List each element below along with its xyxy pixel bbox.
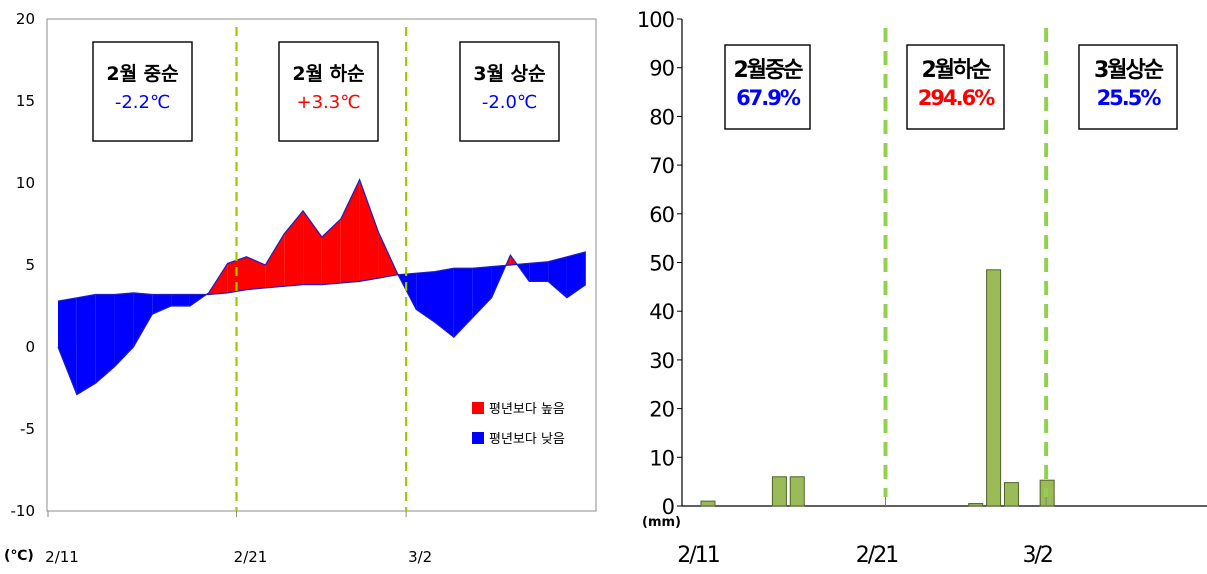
below-normal-area <box>133 292 153 347</box>
precip-y-tick: 0 <box>662 495 674 519</box>
period-box-title: 2월중순 <box>733 58 803 83</box>
precip-bars <box>700 269 1055 507</box>
precip-x-ticks: 2/11 2/21 3/2 <box>677 543 1054 568</box>
temperature-y-tick: -10 <box>11 502 36 520</box>
period-box-title: 2월하순 <box>921 58 991 83</box>
temperature-period-boxes: 2월 중순 -2.2℃ 2월 하순 +3.3℃ 3월 상순 -2.0℃ <box>92 41 560 142</box>
legend-swatch-below <box>472 432 484 444</box>
above-normal-area <box>321 219 341 285</box>
period-box-title: 3월 상순 <box>473 63 545 85</box>
precip-bar <box>771 476 787 507</box>
temperature-y-tick: 15 <box>16 92 35 110</box>
temperature-y-tick: 5 <box>25 256 35 274</box>
period-box-value: 294.6% <box>918 86 995 110</box>
precip-y-tick: 20 <box>649 398 674 422</box>
period-box-frame <box>724 44 811 130</box>
above-normal-area <box>340 179 360 284</box>
precip-y-tick: 80 <box>649 105 674 129</box>
below-normal-area <box>453 268 473 338</box>
temperature-fill-layer <box>58 179 586 395</box>
below-normal-area <box>566 251 586 298</box>
above-normal-area <box>303 210 322 285</box>
below-normal-area <box>529 261 549 282</box>
period-box-value: +3.3℃ <box>297 92 361 113</box>
above-normal-area <box>284 210 304 287</box>
precip-period-box: 3월상순 25.5% <box>1078 44 1178 130</box>
precip-bar <box>700 500 716 507</box>
precip-y-tick: 100 <box>637 8 674 32</box>
above-normal-area <box>265 233 285 288</box>
temperature-period-box: 2월 하순 +3.3℃ <box>278 41 379 142</box>
temperature-period-box: 2월 중순 -2.2℃ <box>92 41 193 142</box>
precip-period-boxes: 2월중순 67.9% 2월하순 294.6% 3월상순 25.5% <box>724 44 1178 130</box>
below-normal-area <box>58 297 77 395</box>
period-box-frame <box>459 41 560 142</box>
temperature-unit-label: (℃) <box>4 548 34 564</box>
legend-swatch-above <box>472 402 484 414</box>
period-box-frame <box>906 44 1005 130</box>
precip-x-tick: 3/2 <box>1022 543 1051 568</box>
precip-y-tick: 40 <box>649 300 674 324</box>
temperature-y-ticks: 20 15 10 5 0 -5 -10 <box>11 10 36 520</box>
period-box-value: -2.2℃ <box>115 92 170 113</box>
precip-dividers <box>883 28 1049 506</box>
temperature-x-tick: 2/21 <box>234 548 268 566</box>
below-normal-area <box>76 294 96 395</box>
precip-y-tick: 90 <box>649 57 674 81</box>
precip-period-box: 2월하순 294.6% <box>906 44 1005 130</box>
period-box-title: 3월상순 <box>1094 58 1164 83</box>
legend-label-below: 평년보다 낮음 <box>489 432 565 447</box>
period-box-title: 2월 중순 <box>106 63 178 85</box>
precip-bar <box>1003 482 1019 507</box>
below-normal-area <box>95 294 115 384</box>
period-box-value: 25.5% <box>1097 86 1162 110</box>
actual-temperature-line <box>57 178 587 396</box>
precip-y-tick: 10 <box>649 446 674 470</box>
temperature-y-tick: 0 <box>25 338 35 356</box>
precip-y-tick: 60 <box>649 203 674 227</box>
below-normal-area <box>114 292 134 367</box>
temperature-dividers <box>235 27 408 511</box>
temperature-line-layer <box>57 178 587 396</box>
precip-y-tick: 50 <box>649 252 674 276</box>
above-normal-area <box>359 179 379 282</box>
precip-bar <box>968 503 984 507</box>
below-normal-area <box>472 266 492 318</box>
precip-unit-label: (mm) <box>642 515 681 530</box>
temperature-chart: 20 15 10 5 0 -5 -10 2/11 2/21 3/2 2월 중순 -2.2℃ 2월 하… <box>4 10 597 566</box>
temperature-y-tick: -5 <box>20 420 35 438</box>
period-box-frame <box>92 41 193 142</box>
below-normal-area <box>416 271 435 323</box>
precip-bar <box>986 269 1002 507</box>
precip-period-box: 2월중순 67.9% <box>724 44 811 130</box>
below-normal-area <box>171 294 190 306</box>
temperature-y-tick: 10 <box>16 174 35 192</box>
precip-y-tick: 70 <box>649 154 674 178</box>
period-box-title: 2월 하순 <box>292 63 364 85</box>
above-normal-area <box>246 256 266 290</box>
below-normal-area <box>548 256 567 298</box>
period-box-value: -2.0℃ <box>482 92 537 113</box>
normal-temperature-line <box>57 251 586 302</box>
period-box-value: 67.9% <box>736 86 801 110</box>
temperature-y-tick: 20 <box>16 10 35 28</box>
below-normal-area <box>152 294 172 315</box>
temperature-x-tick: 3/2 <box>408 548 432 566</box>
temperature-x-tick: 2/11 <box>45 548 79 566</box>
period-box-frame <box>1078 44 1178 130</box>
precip-bar <box>789 476 805 507</box>
temperature-legend: 평년보다 높음 평년보다 낮음 <box>472 402 565 447</box>
below-normal-area <box>435 268 454 338</box>
temperature-x-ticks: 2/11 2/21 3/2 <box>45 511 432 566</box>
legend-label-above: 평년보다 높음 <box>489 402 565 417</box>
precip-x-tick: 2/11 <box>677 543 718 568</box>
precip-y-tick: 30 <box>649 349 674 373</box>
period-box-frame <box>278 41 379 142</box>
precip-x-tick: 2/21 <box>856 543 897 568</box>
temperature-period-box: 3월 상순 -2.0℃ <box>459 41 560 142</box>
